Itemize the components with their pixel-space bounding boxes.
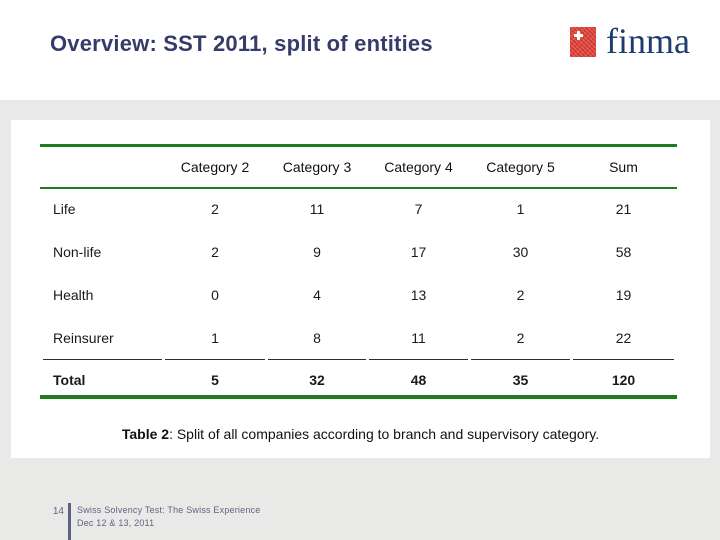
cell-total: 35 <box>512 371 529 388</box>
row-label: Reinsurer <box>43 316 162 360</box>
cell-total: 5 <box>211 371 219 388</box>
footer-divider <box>68 503 71 540</box>
column-header-category-3: Category 3 <box>282 159 352 175</box>
cell: 1 <box>165 316 265 360</box>
table-caption-text: : Split of all companies according to br… <box>169 426 600 442</box>
cell: 21 <box>615 200 632 217</box>
cell: 58 <box>615 243 632 260</box>
table-caption: Table 2: Split of all companies accordin… <box>11 426 710 442</box>
cell: 4 <box>313 286 321 303</box>
entities-table-wrap: Category 2 Category 3 Category 4 Categor… <box>40 144 677 401</box>
page-number: 14 <box>52 506 64 517</box>
page-title: Overview: SST 2011, split of entities <box>50 31 433 56</box>
table-caption-label: Table 2 <box>121 426 170 442</box>
slide-header: Overview: SST 2011, split of entities fi… <box>0 0 720 100</box>
cell: 22 <box>573 316 674 360</box>
cross-horizontal-bar <box>574 34 583 37</box>
table-row-total: Total 5 32 48 35 120 <box>43 360 674 399</box>
row-label: Life <box>53 200 76 217</box>
cell: 11 <box>309 200 325 217</box>
cell-total: 120 <box>611 371 636 388</box>
table-row-non-life: Non-life 2 9 17 30 58 <box>43 230 674 273</box>
cell: 2 <box>471 316 570 360</box>
cell: 17 <box>410 243 427 260</box>
column-header-category-4: Category 4 <box>384 159 453 175</box>
cell: 11 <box>369 316 468 360</box>
column-header-category-5: Category 5 <box>486 159 555 175</box>
table-top-rule <box>40 144 677 147</box>
cell: 0 <box>211 286 219 303</box>
column-header-category-2: Category 2 <box>180 159 250 175</box>
cell: 2 <box>516 286 525 303</box>
swiss-cross-icon <box>570 27 596 57</box>
column-header-sum: Sum <box>609 159 638 175</box>
column-header-blank <box>43 147 162 187</box>
footer-line2: Dec 12 & 13, 2011 <box>77 518 155 528</box>
slide-footer: 14 Swiss Solvency Test: The Swiss Experi… <box>0 503 720 540</box>
footer-line1: Swiss Solvency Test: The Swiss Experienc… <box>77 505 261 515</box>
cell-total: 48 <box>410 371 427 388</box>
row-label: Health <box>53 286 94 303</box>
table-header-rule <box>40 187 677 189</box>
entities-table: Category 2 Category 3 Category 4 Categor… <box>40 147 677 399</box>
table-panel: Category 2 Category 3 Category 4 Categor… <box>11 120 710 458</box>
table-header-row: Category 2 Category 3 Category 4 Categor… <box>43 147 674 187</box>
cell: 9 <box>313 243 321 260</box>
cell: 7 <box>414 200 423 217</box>
table-row-reinsurer: Reinsurer 1 8 11 2 22 <box>43 316 674 360</box>
finma-wordmark: finma <box>606 21 690 61</box>
cell: 19 <box>615 286 632 303</box>
cell: 13 <box>410 286 427 303</box>
cell: 8 <box>268 316 366 360</box>
cell-total: 32 <box>309 371 325 388</box>
cell: 30 <box>512 243 529 260</box>
table-row-life: Life 2 11 7 1 21 <box>43 187 674 230</box>
table-row-health: Health 0 4 13 2 19 <box>43 273 674 316</box>
finma-logo: finma <box>570 21 690 61</box>
table-bottom-rule <box>40 395 677 399</box>
cell: 1 <box>516 200 525 217</box>
cell: 2 <box>211 243 219 260</box>
footer-text: Swiss Solvency Test: The Swiss Experienc… <box>77 504 260 530</box>
slide-body: Category 2 Category 3 Category 4 Categor… <box>0 100 720 540</box>
row-label-total: Total <box>53 371 86 388</box>
row-label: Non-life <box>53 243 102 260</box>
cell: 2 <box>211 200 219 217</box>
